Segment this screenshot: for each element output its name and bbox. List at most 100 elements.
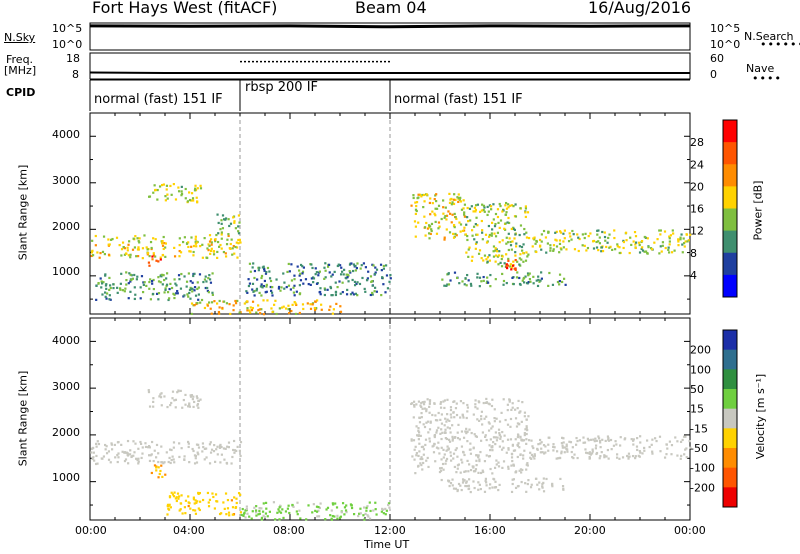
velocity-cell	[420, 405, 423, 409]
velocity-cell	[180, 447, 183, 450]
power-cell	[271, 294, 274, 297]
velocity-cell	[239, 493, 242, 496]
velocity-cell	[187, 405, 190, 408]
velocity-cell	[525, 418, 528, 421]
velocity-cell	[123, 459, 127, 463]
velocity-cell	[140, 456, 143, 460]
power-cell	[685, 233, 688, 236]
power-cell	[142, 283, 145, 287]
power-cell	[249, 311, 252, 314]
power-cell	[525, 251, 528, 254]
power-colorbar-frame	[722, 119, 738, 298]
velocity-cell	[413, 405, 416, 408]
velocity-cell	[684, 435, 687, 438]
velocity-cell	[682, 435, 686, 438]
velocity-cell	[540, 441, 543, 444]
power-cell	[563, 237, 566, 240]
power-cell	[193, 272, 196, 275]
power-cell	[490, 232, 493, 235]
velocity-cell	[485, 401, 489, 404]
velocity-cell	[157, 476, 160, 479]
velocity-cell	[614, 440, 617, 443]
nave-legend-dots: ••••	[752, 72, 782, 85]
velocity-cell	[199, 398, 202, 401]
power-cell	[414, 208, 418, 211]
velocity-cell	[426, 420, 430, 423]
velocity-cell	[218, 444, 222, 448]
velocity-cell	[516, 455, 519, 459]
velocity-cell	[196, 397, 199, 400]
power-cell	[375, 290, 378, 293]
velocity-cell	[155, 469, 158, 472]
power-cell	[415, 204, 418, 208]
velocity-cell	[518, 446, 521, 449]
velocity-cell	[276, 511, 279, 514]
velocity-cell	[258, 509, 261, 513]
velocity-cell	[440, 413, 443, 416]
velocity-cell	[484, 434, 487, 437]
power-cell	[443, 284, 446, 287]
velocity-cell	[519, 410, 522, 413]
velocity-cell	[166, 405, 169, 409]
velocity-cell	[442, 448, 445, 451]
power-cell	[354, 269, 357, 272]
velocity-cell	[260, 518, 263, 521]
velocity-cell	[670, 444, 674, 447]
velocity-cell	[582, 441, 585, 444]
velocity-cell	[160, 461, 163, 464]
velocity-colorbar-frame	[722, 329, 738, 508]
power-colorbar-swatch	[723, 274, 737, 298]
velocity-cell	[227, 446, 230, 449]
velocity-cell	[446, 426, 449, 429]
velocity-cell	[160, 445, 163, 448]
velocity-cell	[250, 517, 253, 520]
power-cell	[513, 228, 516, 232]
velocity-cell	[410, 439, 413, 442]
power-cell	[476, 203, 479, 206]
power-cell	[335, 302, 338, 306]
power-cell	[152, 252, 155, 255]
velocity-cell	[565, 443, 568, 446]
power-cell	[290, 263, 293, 266]
velocity-cell	[423, 407, 426, 410]
power-cell	[492, 218, 495, 221]
power-cell	[372, 264, 375, 267]
power-cell	[219, 243, 222, 247]
velocity-cell	[173, 491, 176, 494]
power-cell	[443, 236, 446, 239]
power-cell	[190, 192, 194, 195]
power-cell	[356, 294, 359, 297]
velocity-cell	[274, 518, 277, 521]
velocity-cell	[469, 468, 473, 472]
power-cell	[302, 266, 306, 269]
power-cell	[324, 269, 327, 272]
velocity-cell	[352, 513, 356, 516]
power-cell	[552, 248, 555, 251]
velocity-cell	[412, 439, 416, 442]
velocity-cell	[568, 440, 571, 443]
power-cell	[151, 282, 154, 285]
velocity-cell	[616, 453, 619, 456]
power-cell	[608, 246, 611, 249]
power-cell	[570, 238, 573, 241]
freq-series-line	[89, 71, 690, 75]
power-cell	[260, 294, 263, 297]
power-cell	[558, 239, 562, 242]
velocity-cell	[150, 440, 154, 444]
velocity-cell	[454, 407, 458, 410]
power-cell	[127, 297, 130, 300]
power-cell	[133, 297, 136, 301]
velocity-cell	[529, 451, 532, 454]
power-cell	[342, 273, 345, 276]
power-cell	[607, 236, 610, 240]
velocity-cell	[230, 499, 234, 502]
velocity-cell	[526, 482, 529, 486]
velocity-cell	[607, 438, 610, 441]
power-cell	[255, 289, 258, 292]
power-cell	[157, 292, 161, 295]
velocity-cell	[458, 438, 461, 441]
power-cell	[459, 230, 462, 233]
velocity-cell	[415, 403, 418, 406]
velocity-cell	[104, 448, 107, 451]
power-cell	[164, 199, 167, 202]
